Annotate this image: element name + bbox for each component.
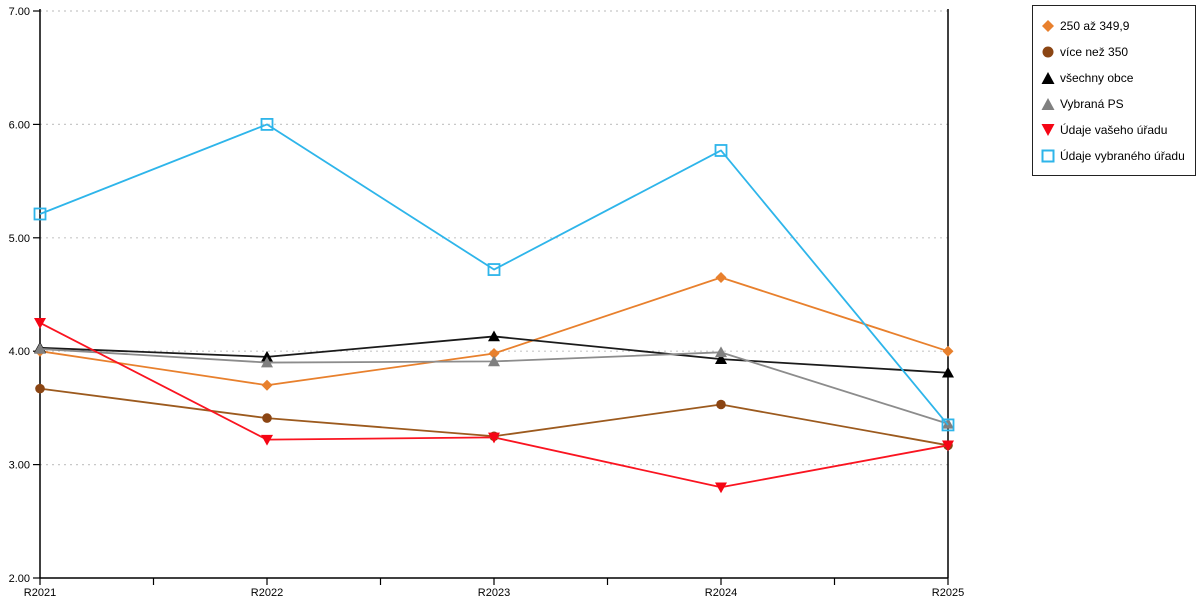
y-tick-label: 3.00 [9, 460, 30, 472]
x-tick-label: R2021 [24, 587, 56, 599]
data-point-triangle-up [715, 346, 727, 358]
data-point-triangle-up [488, 355, 500, 367]
legend-item-250-az-349: 250 až 349,9 [1041, 13, 1189, 39]
x-tick-label: R2025 [932, 587, 964, 599]
data-point-diamond [261, 379, 273, 391]
legend-label: Údaje vašeho úřadu [1060, 123, 1168, 137]
data-point-diamond [488, 347, 500, 359]
legend-item-vice-nez-350: více než 350 [1041, 39, 1189, 65]
data-point-diamond [942, 345, 954, 357]
legend-label: Vybraná PS [1060, 97, 1124, 111]
chart-legend: 250 až 349,9 více než 350 všechny obce V… [1032, 5, 1196, 176]
data-point-triangle-down [942, 440, 954, 452]
data-point-triangle-down [488, 432, 500, 444]
data-point-square-open [941, 418, 955, 432]
data-point-square-open [260, 118, 274, 131]
y-tick-label: 4.00 [9, 346, 30, 358]
data-point-triangle-up [34, 342, 46, 354]
series-line-4 [39, 322, 949, 489]
data-point-triangle-up [488, 330, 500, 342]
diamond-marker-icon [1042, 20, 1054, 32]
square-open-marker-icon [1041, 149, 1055, 163]
legend-label: 250 až 349,9 [1060, 19, 1130, 33]
triangle-down-marker-icon [1041, 124, 1055, 136]
data-point-triangle-up [942, 417, 954, 429]
data-point-diamond [715, 271, 727, 283]
data-point-square-open [33, 207, 47, 221]
data-point-square-open [714, 144, 728, 157]
data-point-triangle-down [34, 318, 46, 329]
legend-item-vybrana-ps: Vybraná PS [1041, 91, 1189, 117]
y-tick-label: 5.00 [9, 233, 30, 245]
y-tick-label: 7.00 [9, 6, 30, 18]
triangle-up-marker-icon [1041, 98, 1055, 110]
legend-item-udaje-vaseho-uradu: Údaje vašeho úřadu [1041, 117, 1189, 143]
data-point-triangle-down [715, 482, 727, 494]
x-tick-label: R2022 [251, 587, 283, 599]
chart-canvas: 2.00 3.00 4.00 5.00 6.00 7.00 R2021 R2022 R2023 R… [9, 6, 965, 599]
data-point-triangle-up [261, 356, 273, 368]
legend-item-udaje-vybraneho-uradu: Údaje vybraného úřadu [1041, 143, 1189, 169]
triangle-up-marker-icon [1041, 72, 1055, 84]
x-tick-label: R2023 [478, 587, 510, 599]
y-tick-label: 2.00 [9, 573, 30, 585]
circle-marker-icon [1042, 46, 1054, 58]
data-point-triangle-up [715, 353, 727, 364]
legend-label: Údaje vybraného úřadu [1060, 149, 1185, 163]
data-point-triangle-up [261, 350, 273, 362]
data-point-triangle-down [261, 434, 273, 446]
data-point-square-open [487, 263, 501, 276]
legend-item-vsechny-obce: všechny obce [1041, 65, 1189, 91]
x-tick-label: R2024 [705, 587, 737, 599]
data-point-circle [35, 383, 45, 394]
legend-label: více než 350 [1060, 45, 1129, 59]
legend-label: všechny obce [1060, 71, 1134, 85]
data-point-circle [716, 399, 726, 410]
data-point-circle [262, 413, 272, 423]
y-tick-label: 6.00 [9, 119, 30, 131]
data-point-triangle-up [942, 366, 954, 378]
series-line-5 [39, 123, 949, 426]
